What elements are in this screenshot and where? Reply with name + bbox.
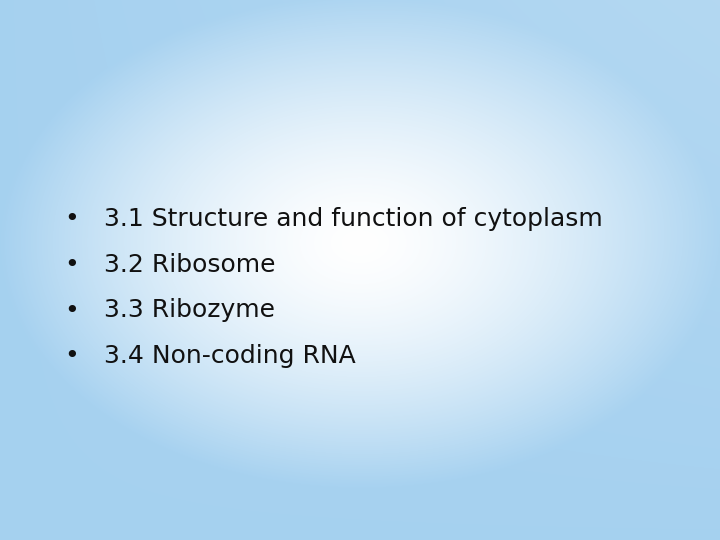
- Text: 3.4 Non-coding RNA: 3.4 Non-coding RNA: [104, 345, 356, 368]
- Text: •: •: [65, 299, 79, 322]
- Text: 3.1 Structure and function of cytoplasm: 3.1 Structure and function of cytoplasm: [104, 207, 603, 231]
- Text: •: •: [65, 207, 79, 231]
- Text: 3.3 Ribozyme: 3.3 Ribozyme: [104, 299, 275, 322]
- Text: •: •: [65, 253, 79, 276]
- Text: 3.2 Ribosome: 3.2 Ribosome: [104, 253, 276, 276]
- Text: •: •: [65, 345, 79, 368]
